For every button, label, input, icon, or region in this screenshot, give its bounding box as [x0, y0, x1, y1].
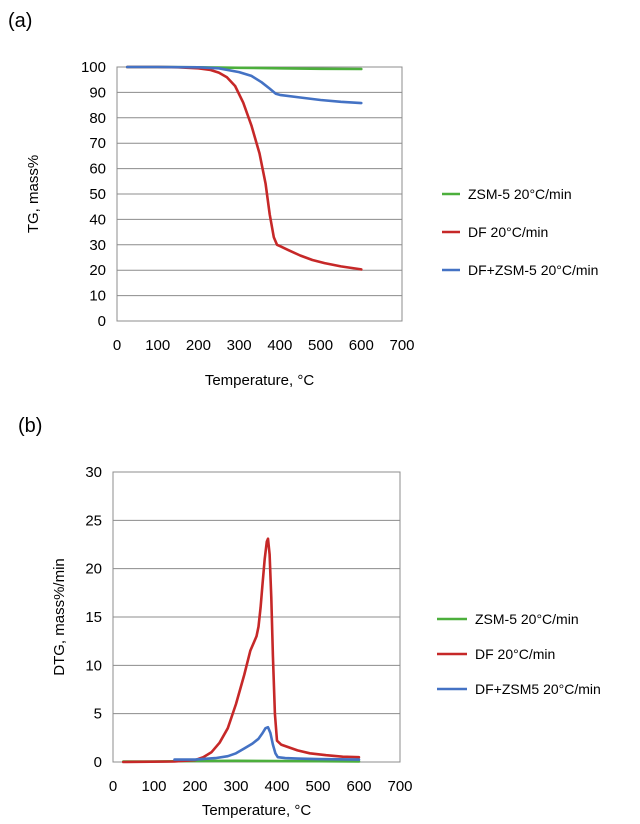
y-tick-label: 0 — [94, 754, 102, 771]
series-line-1 — [125, 65, 363, 271]
x-tick-label: 300 — [227, 337, 252, 354]
x-tick-label: 500 — [305, 778, 330, 795]
legend-label: DF+ZSM5 20°C/min — [475, 681, 601, 697]
y-tick-label: 50 — [89, 186, 106, 203]
y-tick-label: 80 — [89, 110, 106, 127]
x-axis-title: Temperature, °C — [205, 372, 315, 389]
y-tick-label: 10 — [85, 657, 102, 674]
x-tick-label: 200 — [182, 778, 207, 795]
x-tick-label: 300 — [223, 778, 248, 795]
series-line-2 — [125, 65, 363, 105]
series-line-1 — [122, 537, 361, 764]
y-tick-label: 30 — [85, 464, 102, 481]
x-tick-label: 200 — [186, 337, 211, 354]
series-line-2 — [173, 725, 361, 761]
x-tick-label: 0 — [113, 337, 121, 354]
y-tick-label: 15 — [85, 609, 102, 626]
x-tick-label: 100 — [145, 337, 170, 354]
chart-panel-0: (a) 0 10 20 30 40 50 60 70 80 90 100 0 100 200 300 400 50… — [8, 10, 598, 389]
y-tick-label: 20 — [85, 561, 102, 578]
y-tick-label: 5 — [94, 706, 102, 723]
x-tick-label: 400 — [267, 337, 292, 354]
x-tick-label: 100 — [141, 778, 166, 795]
y-tick-label: 30 — [89, 237, 106, 254]
legend-label: DF 20°C/min — [468, 224, 548, 240]
y-tick-label: 10 — [89, 288, 106, 305]
y-tick-label: 100 — [81, 59, 106, 76]
y-tick-label: 90 — [89, 84, 106, 101]
x-tick-label: 600 — [346, 778, 371, 795]
x-axis-title: Temperature, °C — [202, 802, 312, 819]
x-tick-label: 500 — [308, 337, 333, 354]
x-tick-label: 700 — [387, 778, 412, 795]
legend-label: ZSM-5 20°C/min — [475, 611, 579, 627]
x-tick-label: 0 — [109, 778, 117, 795]
legend-label: ZSM-5 20°C/min — [468, 186, 572, 202]
y-tick-label: 25 — [85, 512, 102, 529]
y-axis-title: TG, mass% — [25, 155, 42, 233]
y-tick-label: 70 — [89, 135, 106, 152]
y-tick-label: 0 — [98, 313, 106, 330]
panel-label: (a) — [8, 10, 32, 32]
y-tick-label: 40 — [89, 211, 106, 228]
x-tick-label: 700 — [389, 337, 414, 354]
legend-label: DF 20°C/min — [475, 646, 555, 662]
y-tick-label: 60 — [89, 161, 106, 178]
x-tick-label: 600 — [349, 337, 374, 354]
x-tick-label: 400 — [264, 778, 289, 795]
legend-label: DF+ZSM-5 20°C/min — [468, 262, 598, 278]
y-tick-label: 20 — [89, 262, 106, 279]
panel-label: (b) — [18, 415, 42, 437]
y-axis-title: DTG, mass%/min — [51, 558, 68, 676]
